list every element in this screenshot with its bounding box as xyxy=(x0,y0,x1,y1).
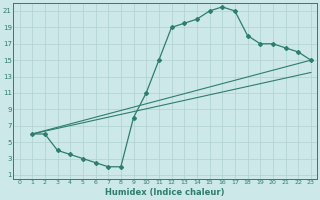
X-axis label: Humidex (Indice chaleur): Humidex (Indice chaleur) xyxy=(106,188,225,197)
